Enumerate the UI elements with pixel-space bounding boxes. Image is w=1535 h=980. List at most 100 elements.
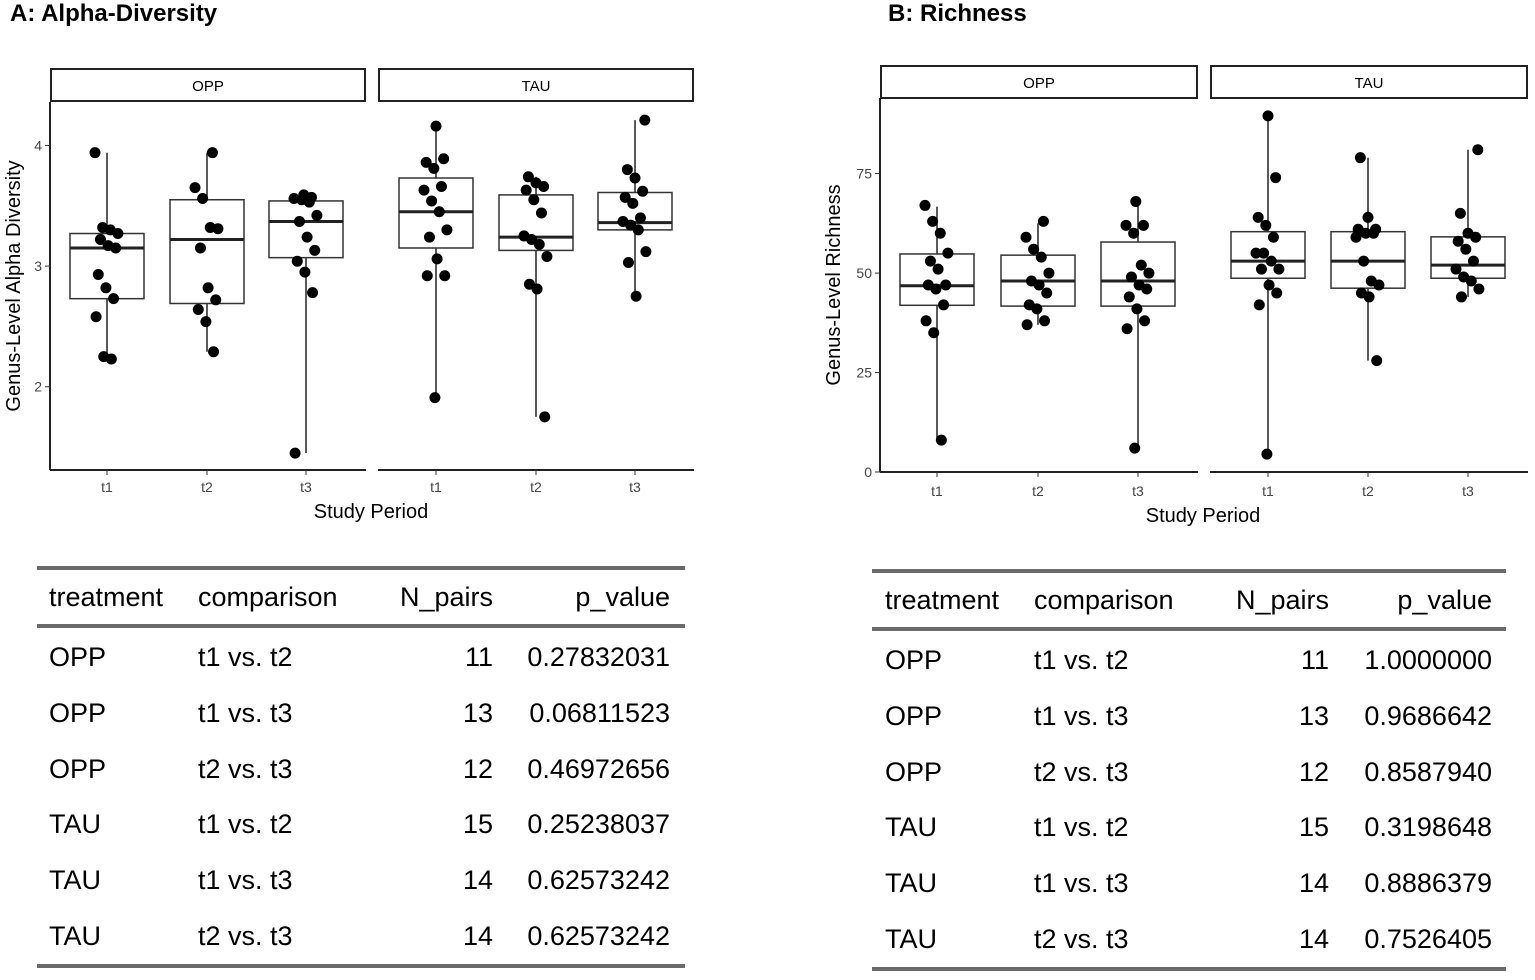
table-row-n-pairs: 12 bbox=[1298, 756, 1329, 787]
richness-data-point bbox=[932, 263, 944, 275]
richness-data-point bbox=[927, 215, 939, 227]
alpha-data-point bbox=[531, 283, 543, 295]
alpha-x-tick-label: t1 bbox=[430, 479, 442, 495]
alpha-data-point bbox=[541, 250, 553, 262]
table-row-treatment: TAU bbox=[49, 865, 101, 896]
alpha-y-tick-label: 3 bbox=[34, 258, 42, 274]
table-row-p-value: 0.27832031 bbox=[527, 642, 670, 672]
table-row-comparison: t1 vs. t3 bbox=[198, 865, 293, 896]
richness-y-tick-label: 0 bbox=[864, 464, 872, 480]
richness-facet-label: TAU bbox=[1355, 75, 1384, 92]
richness-data-point bbox=[1470, 231, 1482, 243]
richness-data-point bbox=[935, 434, 947, 446]
table-row-comparison: t2 vs. t3 bbox=[198, 921, 293, 951]
table-row-n-pairs: 14 bbox=[462, 921, 493, 951]
table-row-comparison: t1 vs. t2 bbox=[198, 809, 293, 840]
alpha-data-point bbox=[291, 255, 303, 267]
richness-data-point bbox=[1373, 279, 1385, 291]
richness-data-point bbox=[1039, 315, 1051, 327]
table-row-treatment: TAU bbox=[49, 921, 101, 951]
alpha-data-point bbox=[639, 114, 651, 126]
alpha-x-tick-label: t3 bbox=[629, 479, 641, 495]
richness-data-point bbox=[1141, 283, 1153, 295]
richness-data-point bbox=[930, 283, 942, 295]
richness-x-tick-label: t3 bbox=[1462, 483, 1474, 499]
table-row-p-value: 0.3198648 bbox=[1364, 812, 1492, 843]
richness-data-point bbox=[1258, 247, 1270, 259]
alpha-facet-strip-tau bbox=[378, 68, 694, 102]
alpha-data-point bbox=[309, 244, 321, 256]
table-row-p-value: 0.8886379 bbox=[1364, 868, 1492, 899]
alpha-data-point bbox=[90, 311, 102, 323]
richness-facet-strip-opp bbox=[880, 65, 1198, 99]
richness-data-point bbox=[1021, 319, 1033, 331]
alpha-data-point bbox=[426, 195, 438, 207]
alpha-y-tick-label: 2 bbox=[34, 379, 42, 395]
richness-data-point bbox=[1270, 172, 1282, 184]
richness-data-point bbox=[1033, 279, 1045, 291]
richness-data-point bbox=[1452, 235, 1464, 247]
alpha-y-tick-label: 4 bbox=[34, 137, 42, 153]
table-row-n-pairs: 13 bbox=[1298, 700, 1329, 731]
alpha-data-point bbox=[634, 212, 646, 224]
alpha-data-point bbox=[418, 184, 430, 196]
richness-data-point bbox=[1121, 323, 1133, 335]
alpha-data-point bbox=[522, 171, 534, 183]
richness-data-point bbox=[1261, 448, 1273, 460]
richness-data-point bbox=[1455, 291, 1467, 303]
richness-data-point bbox=[1367, 227, 1379, 239]
alpha-data-point bbox=[303, 196, 315, 208]
alpha-data-point bbox=[520, 184, 532, 196]
richness-data-point bbox=[1454, 207, 1466, 219]
richness-data-point bbox=[1139, 315, 1151, 327]
table-row-comparison: t1 vs. t3 bbox=[1034, 700, 1129, 731]
table-header-p-value: p_value bbox=[1397, 585, 1492, 615]
alpha-data-point bbox=[299, 266, 311, 278]
alpha-data-point bbox=[429, 392, 441, 404]
richness-data-point bbox=[1467, 255, 1479, 267]
richness-data-point bbox=[1041, 287, 1053, 299]
table-header-treatment: treatment bbox=[885, 585, 1000, 615]
alpha-data-point bbox=[108, 293, 120, 305]
table-bottom-rule bbox=[37, 964, 685, 968]
table-row-treatment: OPP bbox=[49, 753, 107, 784]
alpha-facet-label: TAU bbox=[522, 78, 551, 95]
table-row-n-pairs: 12 bbox=[462, 753, 493, 784]
alpha-data-point bbox=[622, 256, 634, 268]
alpha-data-point bbox=[289, 447, 301, 459]
richness-data-point bbox=[1360, 227, 1372, 239]
table-header-rule bbox=[37, 624, 685, 628]
table-row-p-value: 0.7526405 bbox=[1364, 924, 1492, 954]
table-row-treatment: OPP bbox=[885, 700, 943, 731]
richness-data-point bbox=[1362, 211, 1374, 223]
alpha-data-point bbox=[89, 147, 101, 159]
richness-data-point bbox=[1120, 219, 1132, 231]
alpha-data-point bbox=[539, 411, 551, 423]
richness-facet-label: OPP bbox=[1023, 75, 1055, 92]
alpha-data-point bbox=[629, 172, 641, 184]
richness-box-tau-t3 bbox=[1430, 236, 1506, 279]
richness-data-point bbox=[1263, 279, 1275, 291]
richness-data-point bbox=[1130, 195, 1142, 207]
alpha-y-axis-title: Genus-Level Alpha Diversity bbox=[3, 160, 25, 411]
richness-data-point bbox=[942, 247, 954, 259]
alpha-data-point bbox=[105, 353, 117, 365]
richness-data-point bbox=[1255, 263, 1267, 275]
richness-data-point bbox=[1253, 299, 1265, 311]
richness-data-point bbox=[924, 255, 936, 267]
richness-data-point bbox=[1363, 291, 1375, 303]
richness-data-point bbox=[1037, 215, 1049, 227]
richness-facet-strip-tau bbox=[1210, 65, 1528, 99]
alpha-data-point bbox=[428, 162, 440, 174]
richness-data-point bbox=[1371, 355, 1383, 367]
richness-data-point bbox=[1358, 255, 1370, 267]
table-row-treatment: TAU bbox=[885, 868, 937, 899]
richness-data-point bbox=[1252, 211, 1264, 223]
alpha-data-point bbox=[621, 164, 633, 176]
alpha-data-point bbox=[202, 282, 214, 294]
alpha-data-point bbox=[212, 223, 224, 235]
table-row-comparison: t1 vs. t2 bbox=[198, 642, 293, 672]
table-row-treatment: TAU bbox=[885, 812, 937, 843]
alpha-data-point bbox=[439, 270, 451, 282]
table-header-treatment: treatment bbox=[49, 582, 164, 612]
